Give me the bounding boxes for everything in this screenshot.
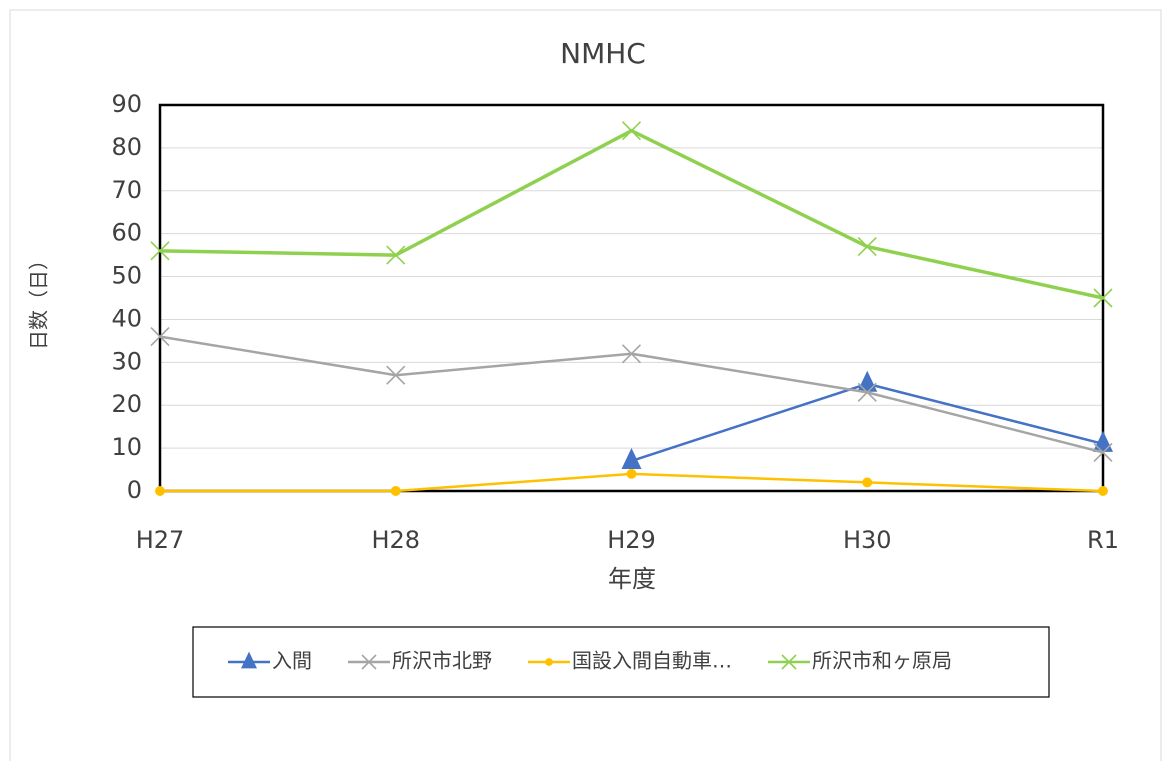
y-tick-label: 60 [111,219,142,247]
data-point [1093,288,1113,308]
x-axis-label: 年度 [608,565,656,593]
y-tick-label: 10 [111,433,142,461]
chart-title: NMHC [560,37,646,70]
data-point [621,344,642,364]
y-tick-label: 0 [127,476,142,504]
data-point [857,370,878,392]
x-tick-label: R1 [1087,526,1119,554]
series-line [631,382,1104,463]
y-tick-label: 50 [111,262,142,290]
legend-label: 国設入間自動車… [572,649,732,673]
x-tick-label: H27 [136,526,185,554]
legend-marker [781,654,797,670]
chart-border [9,9,1162,761]
data-point [386,245,406,265]
series-line [159,128,1104,300]
data-point [621,447,642,469]
legend-label: 入間 [272,649,312,673]
legend-marker [241,651,257,669]
data-point [1098,486,1108,496]
data-point [621,121,642,141]
y-tick-label: 30 [111,347,142,375]
data-point [150,327,170,347]
legend-marker [361,654,377,670]
data-point [626,468,637,479]
data-point [857,382,877,402]
legend-label: 所沢市和ヶ原局 [812,649,952,673]
data-point [862,477,873,488]
data-point [155,486,165,496]
data-point [390,486,401,496]
x-tick-label: H29 [607,526,656,554]
y-tick-label: 40 [111,304,142,332]
x-tick-label: H28 [371,526,420,554]
legend-label: 所沢市北野 [392,649,492,673]
data-point [150,241,170,261]
x-tick-label: H30 [843,526,892,554]
data-point [1093,442,1113,462]
data-point [857,236,877,257]
y-tick-label: 70 [111,176,142,204]
legend-box [192,626,1050,698]
data-point [386,365,406,385]
y-tick-label: 80 [111,133,142,161]
y-axis-label: 日数（日） [27,250,51,350]
y-tick-label: 90 [111,90,142,118]
legend-marker [545,658,553,666]
plot-border [158,103,1105,493]
y-tick-label: 20 [111,390,142,418]
